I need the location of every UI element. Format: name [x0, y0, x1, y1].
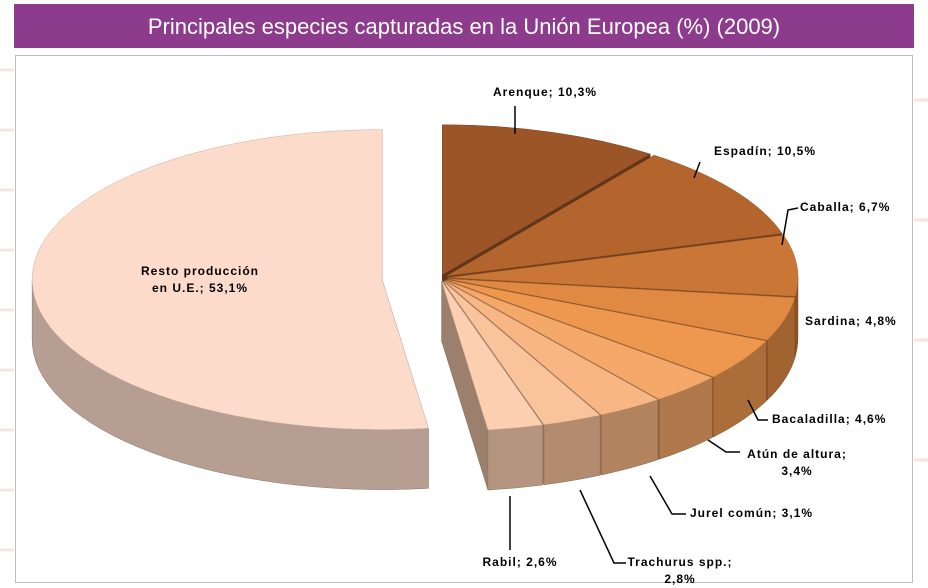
- data-label: 2,8%: [664, 572, 695, 586]
- leader-line: [781, 207, 799, 246]
- data-label: Atún de altura;: [747, 447, 847, 461]
- data-label: Resto producción: [141, 264, 259, 278]
- data-label: 3,4%: [781, 464, 812, 478]
- data-label: en U.E.; 53,1%: [152, 281, 248, 295]
- slice: [446, 155, 783, 277]
- data-label: Trachurus spp.;: [627, 555, 732, 569]
- data-label: Rabil; 2,6%: [482, 555, 557, 569]
- pie: [31, 124, 799, 491]
- data-label: Sardina; 4,8%: [805, 314, 897, 328]
- slice: [447, 234, 799, 297]
- slice: [31, 129, 429, 430]
- data-label: Caballa; 6,7%: [800, 200, 890, 214]
- data-label: Bacaladilla; 4,6%: [772, 412, 886, 426]
- slice: [446, 279, 767, 378]
- data-label: Espadín; 10,5%: [714, 144, 816, 158]
- leader-line: [693, 161, 701, 179]
- labels: Arenque; 10,3% Espadín; 10,5% Caballa; 6,7…: [141, 85, 897, 586]
- leader-line: [707, 439, 740, 453]
- leader-line: [747, 399, 768, 421]
- slice-wall: [543, 414, 601, 486]
- title-bar: [14, 4, 914, 48]
- chart-title: Principales especies capturadas en la Un…: [148, 14, 780, 39]
- slice: [442, 124, 651, 276]
- leader-line: [579, 489, 626, 564]
- slice: [441, 281, 544, 431]
- data-label: Jurel común; 3,1%: [690, 506, 813, 520]
- slice-wall: [487, 424, 543, 491]
- slice: [447, 278, 796, 341]
- background-stripes: [0, 68, 928, 552]
- slice: [444, 280, 659, 416]
- leader-line: [649, 475, 686, 515]
- data-label: Arenque; 10,3%: [493, 85, 597, 99]
- slice: [445, 280, 713, 400]
- slice: [442, 280, 601, 426]
